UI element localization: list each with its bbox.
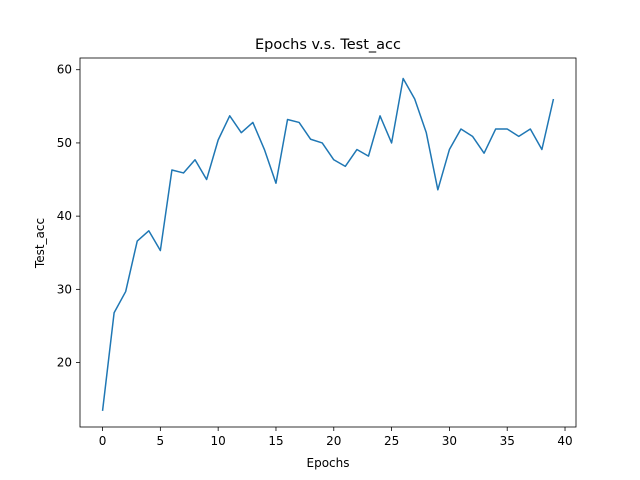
x-tick-label: 5: [157, 434, 165, 448]
x-tick-label: 10: [211, 434, 226, 448]
y-tick-label: 20: [57, 356, 72, 370]
chart-title: Epochs v.s. Test_acc: [255, 37, 401, 53]
y-tick-label: 50: [57, 136, 72, 150]
series-line-0: [101, 77, 555, 411]
y-tick-label: 60: [57, 63, 72, 77]
x-tick-label: 30: [442, 434, 457, 448]
plot-frame: [79, 57, 577, 428]
y-axis-label: Test_acc: [33, 218, 47, 269]
x-tick-label: 35: [500, 434, 515, 448]
x-axis-label: Epochs: [307, 456, 350, 470]
y-tick-label: 40: [57, 209, 72, 223]
x-tick-label: 40: [557, 434, 572, 448]
x-tick-label: 15: [268, 434, 283, 448]
x-tick-label: 25: [384, 434, 399, 448]
y-tick-label: 30: [57, 282, 72, 296]
plot-area: 0 5 10 15 20 25 30 35 40 20 30 40 50 60: [57, 57, 577, 448]
x-tick-label: 20: [326, 434, 341, 448]
x-tick-label: 0: [99, 434, 107, 448]
